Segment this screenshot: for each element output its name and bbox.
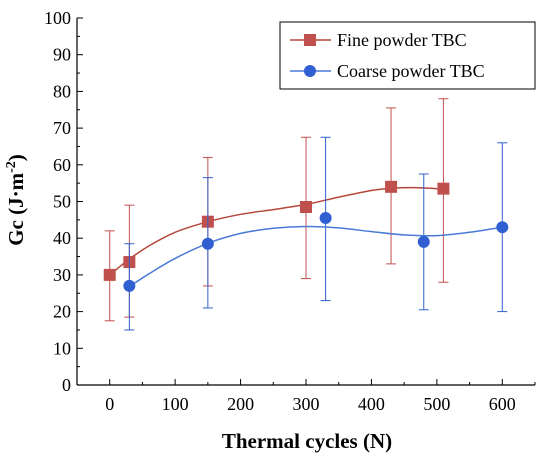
y-tick-label-0: 0	[62, 375, 71, 395]
data-point-coarse-1	[201, 237, 214, 250]
legend-label-fine: Fine powder TBC	[337, 30, 467, 50]
legend-box	[279, 21, 536, 90]
y-tick-label-40: 40	[53, 228, 71, 248]
y-axis-title-sup: -2	[4, 161, 19, 173]
data-point-fine-5	[437, 182, 450, 195]
data-point-coarse-4	[496, 221, 509, 234]
legend-label-coarse: Coarse powder TBC	[337, 61, 485, 81]
legend: Fine powder TBC Coarse powder TBC	[279, 21, 536, 90]
data-point-coarse-0	[123, 279, 136, 292]
axes: 0 10 20 30 40 50 60 70 80 90 100 0 100 200 300 400 500 60…	[44, 8, 536, 414]
fit-curve-coarse	[128, 225, 503, 288]
y-tick-label-80: 80	[53, 81, 71, 101]
legend-marker-coarse	[304, 65, 316, 77]
y-tick-label-100: 100	[44, 8, 71, 28]
y-tick-label-60: 60	[53, 155, 71, 175]
x-tick-label-0: 0	[105, 394, 114, 414]
fit-curve-fine	[109, 186, 444, 276]
y-axis-title: Gc (J·m-2)	[4, 154, 28, 246]
y-axis-title-end: )	[4, 154, 28, 161]
y-tick-label-70: 70	[53, 118, 71, 138]
y-tick-label-90: 90	[53, 45, 71, 65]
series-coarse	[123, 136, 509, 331]
data-point-fine-3	[300, 201, 312, 214]
y-tick-label-50: 50	[53, 192, 71, 212]
y-tick-label-30: 30	[53, 265, 71, 285]
y-axis-title-main: Gc (J·m	[4, 172, 28, 245]
x-tick-label-200: 200	[227, 394, 254, 414]
y-tick-label-10: 10	[53, 338, 71, 358]
x-tick-label-100: 100	[162, 394, 189, 414]
series-fine	[103, 98, 450, 322]
data-point-coarse-2	[319, 212, 332, 225]
plot-area	[103, 98, 509, 331]
legend-marker-fine	[304, 34, 316, 46]
y-tick-label-20: 20	[53, 302, 71, 322]
x-tick-label-600: 600	[489, 394, 516, 414]
x-tick-label-300: 300	[293, 394, 320, 414]
x-axis-title: Thermal cycles (N)	[222, 429, 392, 453]
data-point-coarse-3	[417, 235, 430, 248]
data-point-fine-0	[103, 268, 116, 281]
x-tick-label-400: 400	[358, 394, 385, 414]
x-tick-label-500: 500	[423, 394, 450, 414]
data-point-fine-4	[385, 180, 398, 193]
